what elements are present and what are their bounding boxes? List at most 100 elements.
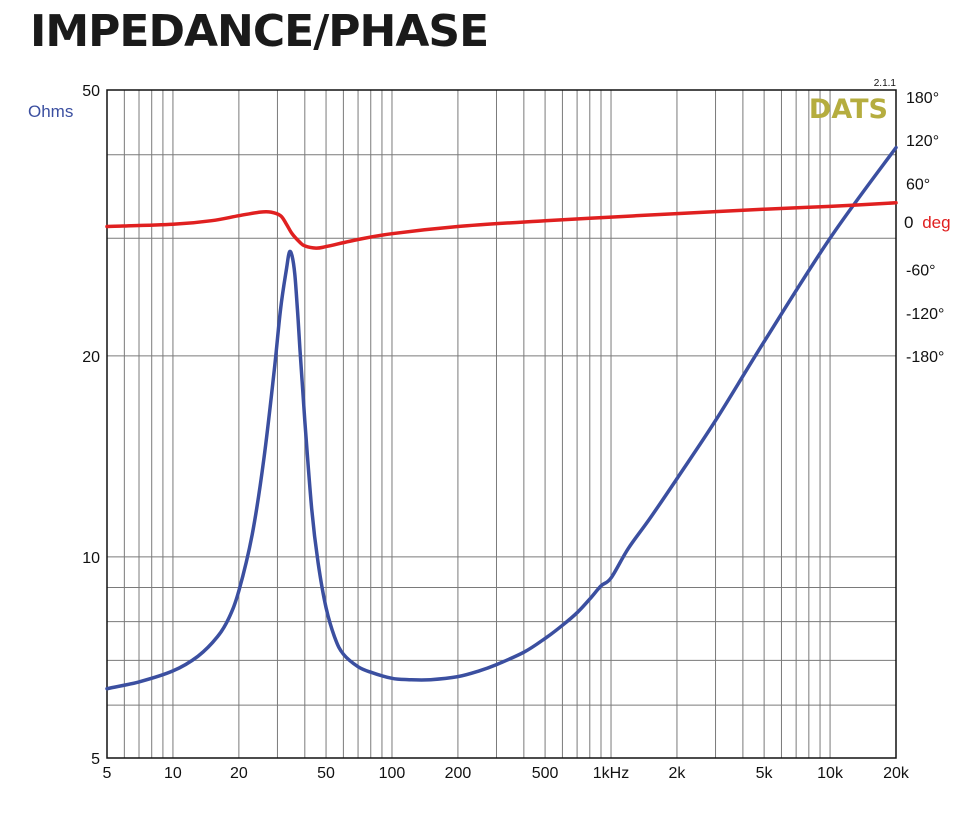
x-tick-label: 100 bbox=[379, 765, 406, 782]
impedance-point bbox=[293, 273, 296, 276]
axis-labels: 5 10 20 50 100 200 500 1kHz 2k 5k 10k 20k 5 10 20 50 180… bbox=[82, 83, 944, 782]
impedance-point bbox=[288, 251, 291, 254]
impedance-point bbox=[237, 589, 240, 592]
impedance-point bbox=[714, 419, 717, 422]
impedance-point bbox=[251, 533, 254, 536]
y-right-tick-label: -60° bbox=[906, 263, 936, 280]
impedance-point bbox=[599, 584, 602, 587]
x-tick-label: 20k bbox=[883, 765, 910, 782]
grid bbox=[107, 90, 896, 758]
impedance-point bbox=[610, 576, 613, 579]
phase-point bbox=[895, 201, 898, 204]
impedance-point bbox=[495, 663, 498, 666]
x-tick-label: 5k bbox=[756, 765, 774, 782]
y-right-zero-label: 0 bbox=[904, 213, 913, 232]
plot-background bbox=[107, 90, 896, 758]
x-tick-label: 1kHz bbox=[593, 765, 629, 782]
impedance-point bbox=[408, 678, 411, 681]
impedance-point bbox=[196, 655, 199, 658]
impedance-point bbox=[544, 637, 547, 640]
impedance-point bbox=[279, 308, 282, 311]
y-left-tick-label: 20 bbox=[82, 349, 100, 366]
impedance-point bbox=[285, 267, 288, 270]
x-tick-label: 10 bbox=[164, 765, 182, 782]
x-tick-label: 200 bbox=[445, 765, 472, 782]
y-right-tick-label: -120° bbox=[906, 306, 944, 323]
phase-point bbox=[291, 232, 294, 235]
x-tick-label: 10k bbox=[817, 765, 844, 782]
phase-point bbox=[357, 238, 360, 241]
impedance-point bbox=[456, 675, 459, 678]
impedance-point bbox=[342, 653, 345, 656]
phase-point bbox=[298, 241, 301, 244]
x-tick-label: 5 bbox=[103, 765, 112, 782]
phase-curve bbox=[105, 201, 898, 250]
impedance-point bbox=[369, 671, 372, 674]
y-left-tick-label: 5 bbox=[91, 751, 100, 768]
impedance-point bbox=[298, 347, 301, 350]
phase-point bbox=[237, 214, 240, 217]
y-left-tick-label: 50 bbox=[82, 83, 100, 100]
impedance-point bbox=[291, 255, 294, 258]
plot-frame bbox=[106, 89, 897, 759]
dats-logo: DATS bbox=[809, 94, 888, 125]
y-left-tick-label: 10 bbox=[82, 550, 100, 567]
impedance-point bbox=[171, 669, 174, 672]
impedance-point bbox=[561, 624, 564, 627]
impedance-point bbox=[325, 606, 328, 609]
chart-title: IMPEDANCE/PHASE bbox=[30, 6, 489, 57]
y-right-tick-label: 60° bbox=[906, 176, 930, 193]
impedance-point bbox=[273, 369, 276, 372]
y-right-tick-label: 180° bbox=[906, 90, 939, 107]
phase-point bbox=[279, 214, 282, 217]
impedance-curve bbox=[105, 145, 898, 691]
impedance-point bbox=[895, 146, 898, 149]
impedance-point bbox=[763, 340, 766, 343]
impedance-point bbox=[478, 669, 481, 672]
x-tick-label: 50 bbox=[317, 765, 335, 782]
y-right-tick-label: -180° bbox=[906, 349, 944, 366]
phase-point bbox=[544, 219, 547, 222]
impedance-point bbox=[627, 547, 630, 550]
phase-point bbox=[303, 244, 306, 247]
y-left-axis-label: Ohms bbox=[28, 102, 73, 121]
impedance-point bbox=[334, 637, 337, 640]
impedance-point bbox=[829, 237, 832, 240]
impedance-point bbox=[522, 651, 525, 654]
impedance-point bbox=[262, 458, 265, 461]
impedance-point bbox=[429, 678, 432, 681]
impedance-point bbox=[576, 611, 579, 614]
impedance-point bbox=[216, 635, 219, 638]
x-tick-label: 500 bbox=[532, 765, 559, 782]
phase-point bbox=[210, 219, 213, 222]
y-right-tick-label: 120° bbox=[906, 133, 939, 150]
x-tick-label: 20 bbox=[230, 765, 248, 782]
phase-point bbox=[829, 205, 832, 208]
phase-point bbox=[763, 208, 766, 211]
impedance-point bbox=[317, 561, 320, 564]
impedance-point bbox=[675, 477, 678, 480]
phase-point bbox=[106, 225, 109, 228]
y-right-axis-label: 0 deg bbox=[904, 213, 951, 232]
phase-point bbox=[610, 216, 613, 219]
x-tick-label: 2k bbox=[669, 765, 687, 782]
phase-point bbox=[390, 232, 393, 235]
impedance-point bbox=[296, 308, 299, 311]
impedance-point bbox=[303, 419, 306, 422]
phase-point bbox=[315, 247, 318, 250]
phase-point bbox=[675, 212, 678, 215]
y-right-unit-label: deg bbox=[922, 213, 950, 232]
impedance-point bbox=[106, 687, 109, 690]
impedance-point bbox=[390, 677, 393, 680]
impedance-point bbox=[648, 517, 651, 520]
phase-point bbox=[269, 211, 272, 214]
phase-point bbox=[171, 223, 174, 226]
phase-point bbox=[285, 223, 288, 226]
impedance-point bbox=[138, 680, 141, 683]
impedance-point bbox=[227, 617, 230, 620]
impedance-point bbox=[588, 597, 591, 600]
series-layer bbox=[105, 145, 898, 691]
phase-point bbox=[259, 211, 262, 214]
phase-point bbox=[325, 245, 328, 248]
